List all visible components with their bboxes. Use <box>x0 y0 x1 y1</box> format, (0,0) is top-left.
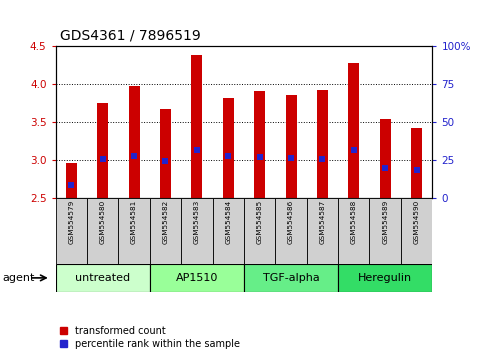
Point <box>287 155 295 161</box>
Point <box>193 147 201 152</box>
Text: GSM554587: GSM554587 <box>319 200 326 245</box>
Point <box>319 156 327 161</box>
Text: GSM554580: GSM554580 <box>99 200 106 245</box>
Bar <box>56 264 150 292</box>
Bar <box>118 198 150 264</box>
Text: GSM554588: GSM554588 <box>351 200 357 245</box>
Text: GSM554589: GSM554589 <box>382 200 388 245</box>
Point <box>412 167 420 173</box>
Bar <box>181 198 213 264</box>
Bar <box>244 264 338 292</box>
Bar <box>317 90 328 198</box>
Text: untreated: untreated <box>75 273 130 283</box>
Bar <box>128 86 140 198</box>
Text: TGF-alpha: TGF-alpha <box>263 273 319 283</box>
Point <box>382 165 389 171</box>
Text: AP1510: AP1510 <box>176 273 218 283</box>
Bar <box>66 163 77 198</box>
Bar <box>150 264 244 292</box>
Bar <box>56 198 87 264</box>
Bar <box>369 198 401 264</box>
Bar <box>285 96 297 198</box>
Text: agent: agent <box>2 273 35 283</box>
Text: Heregulin: Heregulin <box>358 273 412 283</box>
Text: GSM554583: GSM554583 <box>194 200 200 245</box>
Point <box>256 154 264 160</box>
Text: GSM554585: GSM554585 <box>256 200 263 245</box>
Text: GSM554590: GSM554590 <box>413 200 420 245</box>
Text: GSM554582: GSM554582 <box>162 200 169 245</box>
Text: GSM554579: GSM554579 <box>68 200 74 245</box>
Text: GSM554581: GSM554581 <box>131 200 137 245</box>
Bar <box>338 264 432 292</box>
Bar <box>401 198 432 264</box>
Text: GSM554584: GSM554584 <box>225 200 231 245</box>
Bar <box>338 198 369 264</box>
Bar <box>348 63 359 198</box>
Bar <box>213 198 244 264</box>
Bar <box>244 198 275 264</box>
Text: GDS4361 / 7896519: GDS4361 / 7896519 <box>60 28 201 42</box>
Bar <box>223 98 234 198</box>
Point <box>130 153 138 159</box>
Bar <box>160 109 171 198</box>
Bar <box>254 91 265 198</box>
Legend: transformed count, percentile rank within the sample: transformed count, percentile rank withi… <box>60 326 240 349</box>
Bar <box>191 55 202 198</box>
Bar <box>307 198 338 264</box>
Point <box>350 148 357 153</box>
Bar <box>97 103 108 198</box>
Bar <box>411 128 422 198</box>
Bar <box>150 198 181 264</box>
Bar <box>87 198 118 264</box>
Point <box>224 153 232 159</box>
Text: GSM554586: GSM554586 <box>288 200 294 245</box>
Point <box>68 182 75 188</box>
Point <box>161 158 170 164</box>
Bar <box>275 198 307 264</box>
Bar <box>380 119 391 198</box>
Point <box>99 156 107 162</box>
